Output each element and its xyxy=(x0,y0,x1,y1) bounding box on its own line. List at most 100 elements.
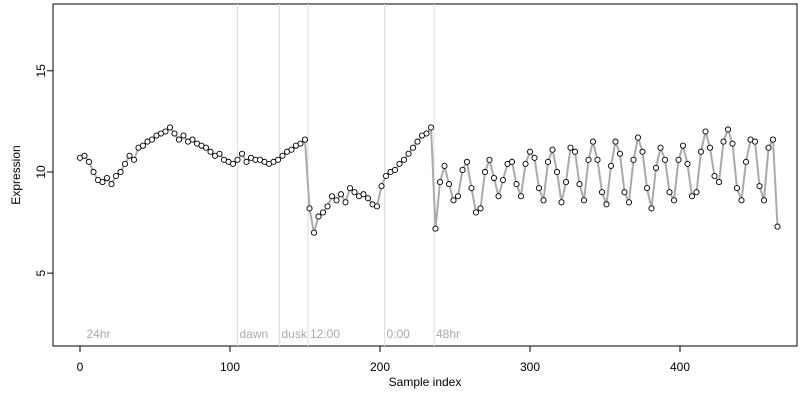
point xyxy=(765,144,772,151)
point xyxy=(112,172,120,180)
point xyxy=(229,160,237,167)
point xyxy=(612,138,619,145)
point xyxy=(180,132,187,139)
point xyxy=(391,166,399,173)
point xyxy=(522,160,529,167)
point xyxy=(175,136,183,143)
point xyxy=(544,158,552,165)
point xyxy=(738,197,745,204)
point xyxy=(148,136,156,143)
point xyxy=(639,148,646,155)
point xyxy=(603,201,610,208)
point xyxy=(423,130,430,137)
point xyxy=(711,172,718,180)
point xyxy=(571,148,579,155)
point xyxy=(382,172,390,180)
point xyxy=(351,189,358,196)
point xyxy=(702,128,709,135)
point xyxy=(742,158,750,165)
point xyxy=(310,229,318,236)
point xyxy=(126,152,133,159)
point xyxy=(535,185,543,192)
point xyxy=(562,179,570,186)
point xyxy=(342,199,349,206)
point xyxy=(333,197,340,204)
point xyxy=(171,130,178,137)
point xyxy=(306,205,313,212)
point xyxy=(454,193,462,200)
point xyxy=(315,213,322,220)
point xyxy=(580,197,588,204)
point xyxy=(202,144,210,151)
annotation: 48hr xyxy=(436,327,460,341)
point xyxy=(720,138,727,145)
point xyxy=(531,154,538,161)
point xyxy=(693,189,700,196)
annotation: 12:00 xyxy=(310,327,340,341)
point xyxy=(666,189,673,196)
point xyxy=(715,179,723,186)
point xyxy=(103,174,111,182)
point xyxy=(684,160,691,167)
point xyxy=(85,158,93,165)
point xyxy=(621,189,628,196)
point xyxy=(324,203,331,210)
point xyxy=(328,193,336,200)
point xyxy=(360,191,367,198)
x-tick-label: 200 xyxy=(370,360,390,374)
point xyxy=(468,185,475,192)
point xyxy=(598,189,606,196)
point xyxy=(445,181,453,188)
point xyxy=(130,156,138,163)
point xyxy=(90,168,97,176)
point xyxy=(274,156,282,163)
point xyxy=(427,124,435,131)
point xyxy=(396,160,403,167)
point xyxy=(459,166,466,173)
point xyxy=(756,183,763,190)
point xyxy=(567,144,574,151)
plot-frame xyxy=(52,3,798,347)
point xyxy=(594,156,601,163)
point xyxy=(288,146,295,153)
point xyxy=(513,181,520,188)
point xyxy=(706,144,714,151)
point xyxy=(207,148,214,155)
point xyxy=(450,197,457,204)
x-tick-label: 0 xyxy=(77,360,84,374)
point xyxy=(477,205,484,212)
point xyxy=(472,209,480,216)
point xyxy=(279,152,286,159)
point xyxy=(643,185,651,192)
point xyxy=(688,193,696,200)
point xyxy=(589,138,597,145)
point xyxy=(670,197,678,204)
point xyxy=(517,193,525,200)
annotation: 0:00 xyxy=(387,327,411,341)
point xyxy=(774,223,781,230)
point xyxy=(769,136,777,143)
point xyxy=(189,136,196,143)
annotation: dusk xyxy=(282,327,308,341)
point xyxy=(661,156,669,163)
point xyxy=(499,177,507,184)
point xyxy=(481,168,489,176)
y-axis-label: Expression xyxy=(9,145,23,204)
point xyxy=(616,150,624,157)
point xyxy=(337,191,345,198)
point xyxy=(630,156,637,163)
point xyxy=(238,150,246,157)
y-tick-label: 15 xyxy=(34,64,48,78)
point xyxy=(607,162,615,169)
point xyxy=(724,126,732,133)
point xyxy=(378,183,385,190)
x-tick-label: 300 xyxy=(520,360,540,374)
point xyxy=(436,179,444,186)
point xyxy=(243,158,250,165)
point xyxy=(166,124,174,131)
y-tick-label: 10 xyxy=(34,165,48,179)
point xyxy=(216,150,223,157)
x-tick-label: 100 xyxy=(220,360,240,374)
point xyxy=(526,148,534,155)
